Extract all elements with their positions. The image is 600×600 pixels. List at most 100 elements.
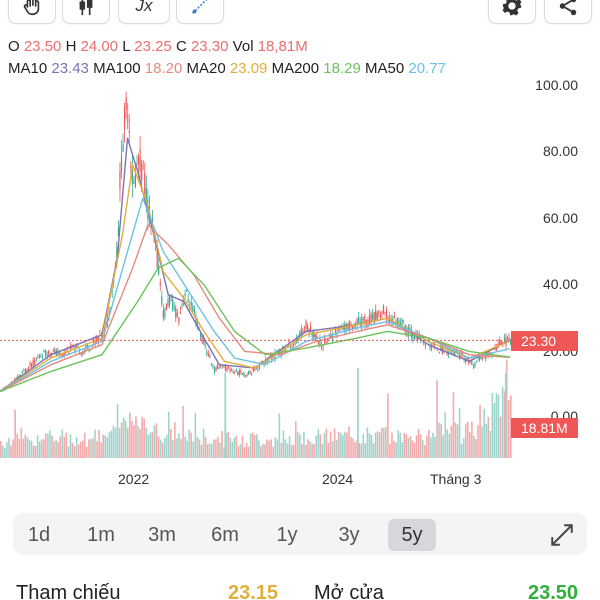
candle-body [291, 345, 293, 347]
candle-body [449, 351, 451, 353]
candle-body [117, 227, 120, 237]
volume-bar [309, 441, 311, 458]
y-tick-100: 100.00 [535, 77, 578, 93]
volume-bar [106, 437, 109, 458]
period-3m[interactable]: 3m [148, 524, 176, 546]
candle-body [29, 362, 31, 366]
indicator-button[interactable]: Jx [118, 0, 170, 24]
volume-bar [337, 431, 340, 458]
volume-bar [174, 422, 176, 458]
volume-bar [317, 429, 320, 458]
volume-bar [487, 417, 490, 458]
volume-bar [2, 445, 4, 458]
volume-bar [110, 430, 113, 458]
candle-body [306, 325, 309, 332]
hand-tool-button[interactable] [8, 0, 56, 24]
ma200-value: 18.29 [323, 60, 365, 77]
candle-body [108, 309, 110, 318]
volume-bar [434, 436, 436, 458]
candle-body [218, 367, 220, 369]
volume-bar [462, 438, 465, 458]
volume-bar [198, 439, 201, 458]
volume-bar [22, 438, 25, 458]
volume-bar [258, 440, 260, 458]
candle-body [128, 131, 130, 133]
candle-body [251, 372, 253, 374]
candle-body [186, 289, 188, 291]
candle-body [334, 329, 337, 333]
candle-body [375, 310, 377, 320]
volume-bar [305, 444, 307, 458]
period-3y[interactable]: 3y [338, 524, 360, 546]
volume-bar [503, 391, 506, 458]
period-5y[interactable]: 5y [388, 519, 436, 551]
candle-body [384, 312, 386, 314]
volume-bar [313, 444, 315, 458]
volume-bar [135, 416, 137, 458]
candle-body [496, 346, 498, 351]
volume-bar [473, 435, 475, 458]
ohlc-row: O 23.50 H 24.00 L 23.25 C 23.30 Vol 18,8… [8, 38, 308, 55]
last-volume-badge: 18.81M [511, 418, 578, 438]
volume-bar [213, 439, 215, 458]
candle-body [350, 323, 352, 326]
volume-bar [368, 433, 371, 458]
period-1y[interactable]: 1y [276, 524, 298, 546]
volume-bar [247, 446, 250, 458]
candle-body [192, 306, 194, 311]
period-1d[interactable]: 1d [27, 524, 51, 546]
candle-body [176, 312, 178, 317]
volume-bar [405, 434, 408, 458]
volume-bar [81, 440, 84, 458]
volume-bar [94, 429, 96, 458]
candle-body [144, 173, 146, 195]
volume-bar [28, 439, 31, 458]
volume-bar [126, 427, 129, 458]
volume-bar [331, 441, 334, 458]
ma-line-ma50 [0, 197, 511, 393]
volume-bar [241, 435, 244, 458]
volume-bar [49, 430, 51, 458]
fullscreen-button[interactable] [549, 522, 575, 548]
volume-bar [272, 446, 275, 458]
volume-bar [440, 423, 442, 458]
candle-body [226, 366, 228, 372]
high-value: 24.00 [80, 38, 123, 55]
price-chart[interactable] [0, 0, 600, 470]
volume-bar [286, 443, 289, 458]
candle-body [111, 290, 113, 292]
volume-bar [131, 421, 133, 458]
settings-button[interactable] [488, 0, 536, 24]
volume-bar [485, 423, 488, 458]
volume-bar [215, 439, 217, 458]
candle-body [15, 378, 17, 379]
volume-bar [192, 441, 195, 458]
ma-line-ma100 [0, 224, 511, 393]
share-button[interactable] [544, 0, 592, 24]
volume-bar [401, 442, 404, 458]
volume-bar [221, 430, 223, 458]
volume-bar [219, 442, 221, 458]
volume-bar [303, 431, 305, 458]
volume-bar [157, 436, 160, 458]
volume-bar [299, 434, 301, 458]
volume-bar [57, 442, 59, 458]
candle-body [94, 339, 96, 344]
volume-bar [36, 435, 39, 458]
candle-body [161, 296, 163, 304]
candlestick-type-button[interactable] [62, 0, 110, 24]
ma100-value: 18.20 [144, 60, 187, 77]
volume-bar [83, 432, 86, 458]
candle-body [497, 343, 499, 346]
candle-body [480, 355, 482, 360]
volume-bar [280, 442, 283, 458]
volume-bar [387, 393, 389, 458]
period-6m[interactable]: 6m [211, 524, 239, 546]
period-1m[interactable]: 1m [87, 524, 115, 546]
draw-tool-button[interactable] [176, 0, 224, 24]
candle-body [210, 363, 213, 365]
candle-body [201, 335, 203, 343]
volume-bar [358, 442, 361, 458]
candle-body [351, 326, 354, 331]
candle-body [162, 310, 164, 318]
